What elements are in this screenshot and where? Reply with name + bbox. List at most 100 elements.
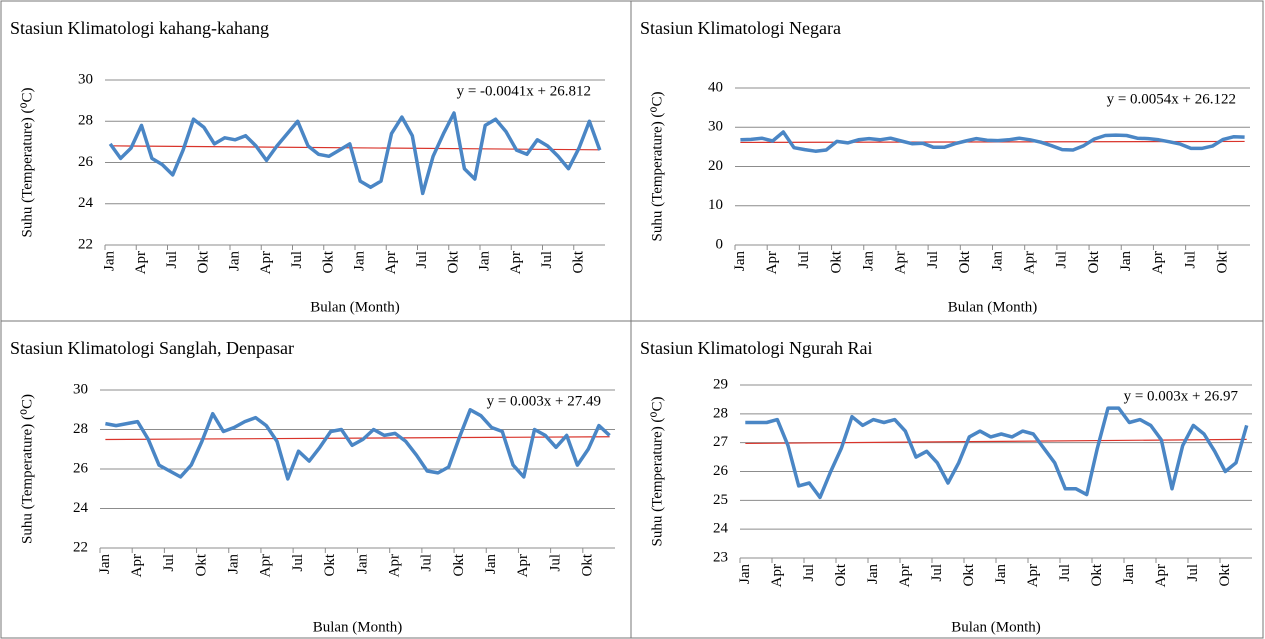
x-axis-label: Bulan (Month) [310, 299, 400, 315]
trendline [105, 436, 610, 441]
x-tick-label: Apr [1025, 564, 1041, 587]
x-tick-label: Jul [796, 251, 812, 269]
x-tick-label: Jul [925, 251, 941, 269]
x-axis-label: Bulan (Month) [951, 619, 1041, 635]
y-axis-label: Suhu (Temperature) (⁰C) [649, 92, 665, 242]
x-tick-label: Jul [289, 251, 305, 269]
trendline-equation: y = -0.0041x + 26.812 [457, 83, 591, 99]
x-tick-label: Jul [1182, 251, 1198, 269]
x-tick-label: Apr [1021, 251, 1037, 274]
y-tick-label: 28 [713, 405, 728, 421]
x-tick-label: Apr [769, 564, 785, 587]
x-tick-label: Okt [193, 553, 209, 576]
chart-title: Stasiun Klimatologi Ngurah Rai [640, 338, 872, 358]
x-tick-label: Apr [508, 251, 524, 274]
y-tick-label: 28 [78, 113, 93, 129]
y-tick-label: 26 [73, 460, 89, 476]
x-tick-label: Jan [226, 554, 242, 574]
x-tick-label: Apr [1153, 564, 1169, 587]
x-tick-label: Jul [419, 554, 435, 572]
y-tick-label: 24 [73, 500, 89, 516]
chart-title: Stasiun Klimatologi Sanglah, Denpasar [10, 338, 294, 358]
x-tick-label: Apr [258, 251, 274, 274]
y-tick-label: 28 [73, 421, 88, 437]
x-tick-label: Okt [961, 563, 977, 586]
x-tick-label: Jan [352, 251, 368, 271]
y-tick-label: 22 [78, 236, 93, 252]
x-tick-label: Jul [929, 564, 945, 582]
x-tick-label: Jan [354, 554, 370, 574]
x-axis-label: Bulan (Month) [313, 619, 403, 635]
y-tick-label: 29 [713, 376, 728, 392]
y-tick-label: 40 [708, 79, 723, 95]
x-tick-label: Okt [957, 250, 973, 273]
x-tick-label: Apr [129, 554, 145, 577]
x-axis-label: Bulan (Month) [948, 299, 1038, 315]
y-tick-label: 25 [713, 492, 728, 508]
x-tick-label: Jan [861, 251, 877, 271]
y-axis-label: Suhu (Temperature) (⁰C) [19, 394, 35, 544]
x-tick-label: Okt [451, 553, 467, 576]
y-tick-label: 24 [713, 521, 729, 537]
x-tick-label: Okt [570, 250, 586, 273]
panel-border [630, 320, 1264, 639]
trendline-equation: y = 0.003x + 27.49 [487, 393, 601, 409]
x-tick-label: Okt [1217, 563, 1233, 586]
x-tick-label: Apr [258, 554, 274, 577]
y-axis-label: Suhu (Temperature) (⁰C) [19, 88, 35, 238]
x-tick-label: Jul [290, 554, 306, 572]
x-tick-label: Jan [737, 564, 753, 584]
x-tick-label: Apr [386, 554, 402, 577]
x-tick-label: Okt [445, 250, 461, 273]
trendline-equation: y = 0.003x + 26.97 [1124, 388, 1239, 404]
x-tick-label: Jan [102, 251, 118, 271]
data-line [108, 111, 602, 196]
x-tick-label: Apr [897, 564, 913, 587]
data-line [745, 406, 1249, 500]
x-tick-label: Jan [227, 251, 243, 271]
panel-border [0, 0, 632, 322]
chart-title: Stasiun Klimatologi Negara [640, 18, 841, 38]
y-tick-label: 30 [73, 381, 88, 397]
x-tick-label: Okt [580, 553, 596, 576]
x-tick-label: Jul [414, 251, 430, 269]
x-tick-label: Apr [1150, 251, 1166, 274]
x-tick-label: Jul [1054, 251, 1070, 269]
x-tick-label: Jan [993, 564, 1009, 584]
y-tick-label: 10 [708, 197, 723, 213]
x-tick-label: Jul [801, 564, 817, 582]
x-tick-label: Apr [764, 251, 780, 274]
x-tick-label: Jan [97, 554, 113, 574]
x-tick-label: Jan [477, 251, 493, 271]
x-tick-label: Apr [383, 251, 399, 274]
y-tick-label: 0 [716, 236, 724, 252]
x-tick-label: Okt [1089, 563, 1105, 586]
y-tick-label: 26 [713, 463, 729, 479]
y-tick-label: 20 [708, 158, 723, 174]
x-tick-label: Jul [1057, 564, 1073, 582]
y-tick-label: 30 [78, 71, 93, 87]
x-tick-label: Jan [1118, 251, 1134, 271]
x-tick-label: Jan [732, 251, 748, 271]
data-line [740, 130, 1245, 153]
y-axis-label: Suhu (Temperature) (⁰C) [649, 397, 665, 547]
x-tick-label: Okt [320, 250, 336, 273]
x-tick-label: Okt [828, 250, 844, 273]
y-tick-label: 24 [78, 195, 94, 211]
x-tick-label: Jul [161, 554, 177, 572]
x-tick-label: Jan [989, 251, 1005, 271]
y-tick-label: 30 [708, 119, 723, 135]
x-tick-label: Jan [483, 554, 499, 574]
x-tick-label: Jul [1185, 564, 1201, 582]
x-tick-label: Jul [164, 251, 180, 269]
y-tick-label: 26 [78, 154, 94, 170]
trendline-equation: y = 0.0054x + 26.122 [1107, 91, 1236, 107]
x-tick-label: Jan [865, 564, 881, 584]
x-tick-label: Okt [1215, 250, 1231, 273]
x-tick-label: Okt [322, 553, 338, 576]
x-tick-label: Jul [547, 554, 563, 572]
y-tick-label: 22 [73, 539, 88, 555]
x-tick-label: Okt [195, 250, 211, 273]
y-tick-label: 23 [713, 549, 728, 565]
